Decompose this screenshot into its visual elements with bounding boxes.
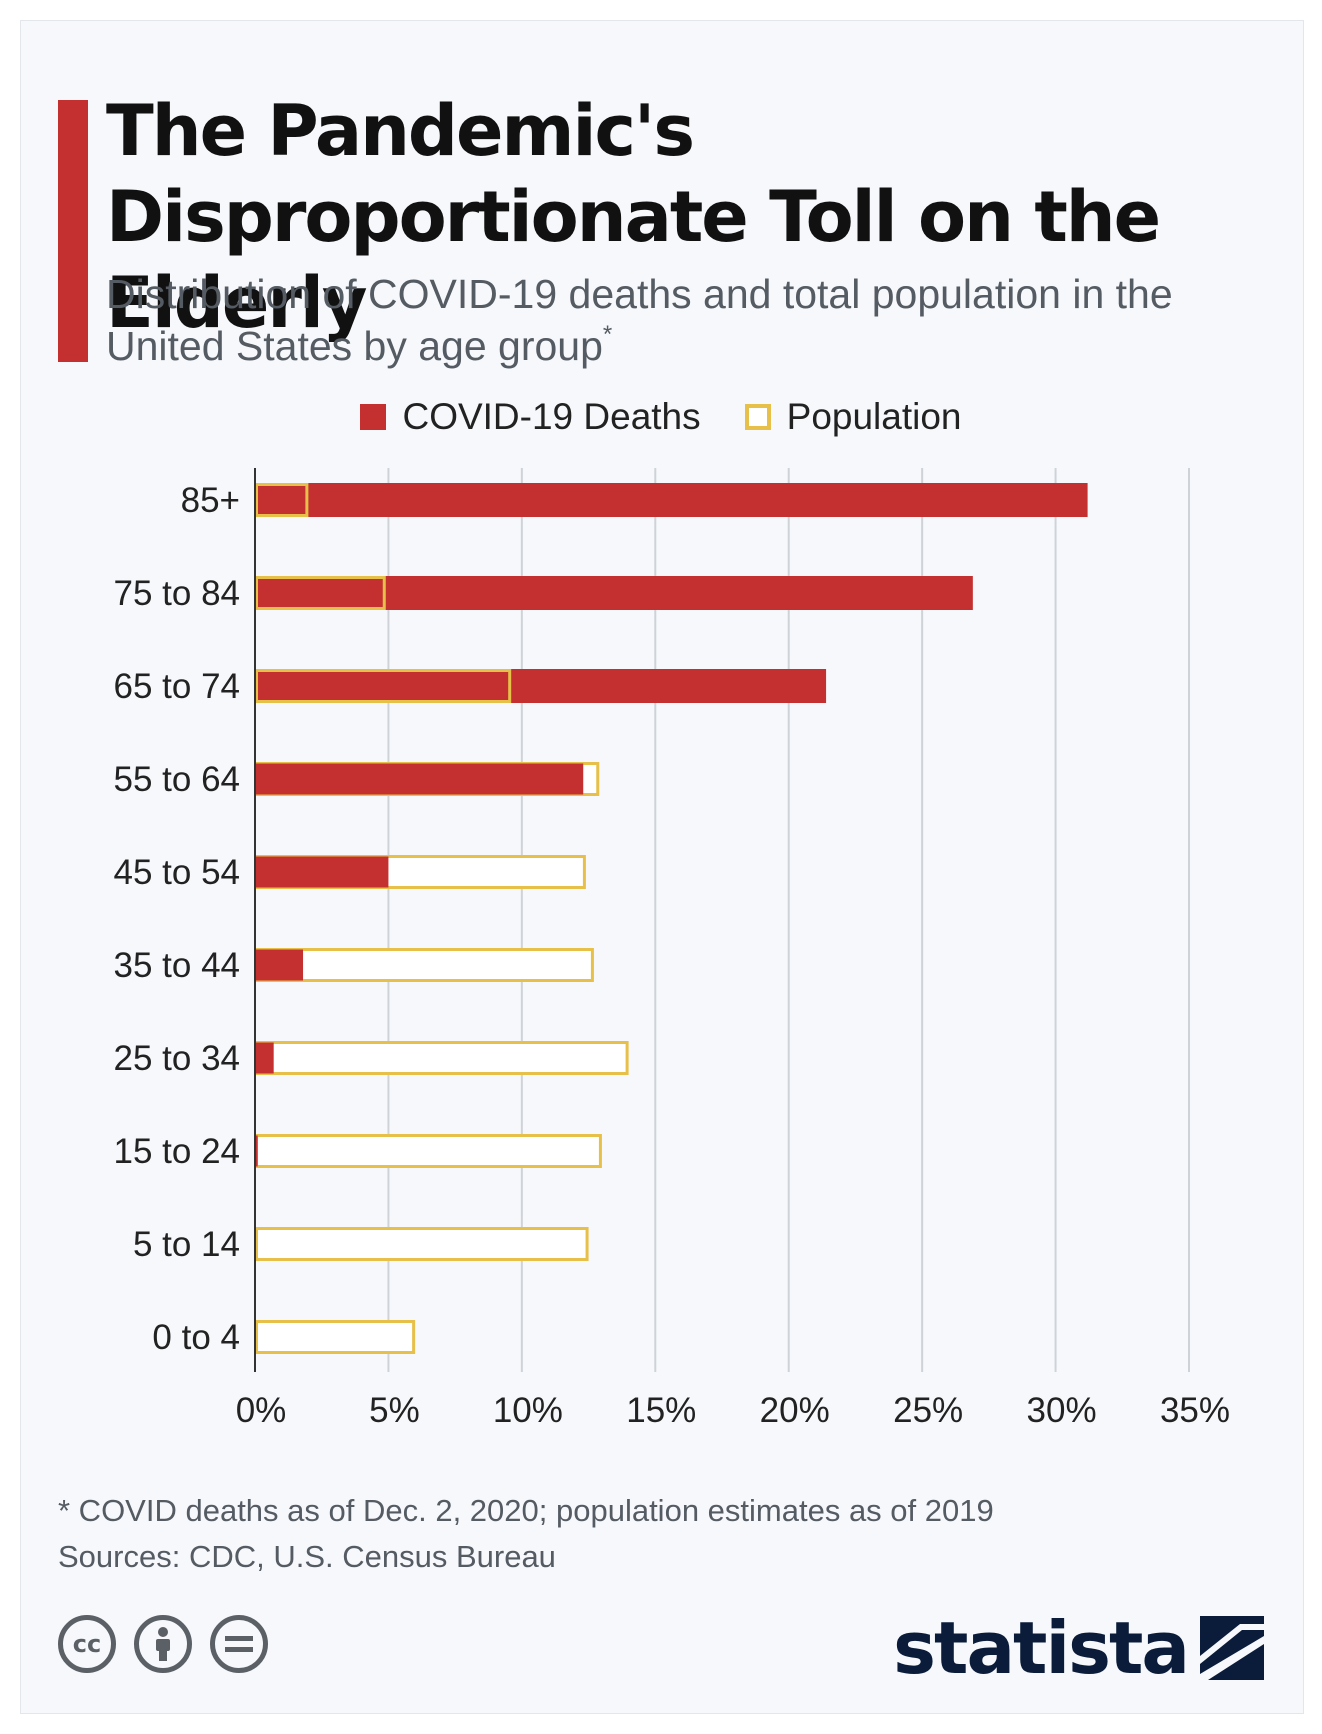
statista-logo: statista xyxy=(893,1612,1264,1684)
bar-population xyxy=(255,948,594,982)
x-tick-label: 30% xyxy=(1027,1391,1097,1430)
bar-population xyxy=(255,1041,629,1075)
chart-card xyxy=(20,20,1304,1714)
bar-population xyxy=(255,1320,416,1354)
bar-chart: 0% 5% 10% 15% 20% 25% 30% 35% 85+ 75 to 84 65 to 7… xyxy=(114,468,1230,1430)
legend-item-population: Population xyxy=(744,396,962,438)
bar-deaths xyxy=(255,949,304,981)
y-category-label: 15 to 24 xyxy=(114,1132,241,1171)
x-tick-label: 10% xyxy=(493,1391,563,1430)
bar-deaths xyxy=(255,576,973,610)
title-accent-bar xyxy=(58,100,88,362)
bar-population xyxy=(255,669,512,703)
x-tick-label: 25% xyxy=(893,1391,963,1430)
x-tick-label: 0% xyxy=(236,1391,287,1430)
y-category-label: 0 to 4 xyxy=(152,1318,240,1357)
y-category-label: 75 to 84 xyxy=(114,574,241,613)
x-tick-label: 35% xyxy=(1160,1391,1230,1430)
y-category-label: 65 to 74 xyxy=(114,667,241,706)
y-category-label: 35 to 44 xyxy=(114,946,241,985)
legend-label-deaths: COVID-19 Deaths xyxy=(402,396,701,437)
chart-footnote: * COVID deaths as of Dec. 2, 2020; popul… xyxy=(58,1488,1258,1580)
chart-legend: COVID-19 Deaths Population xyxy=(0,396,1322,438)
subtitle-text: Distribution of COVID-19 deaths and tota… xyxy=(106,271,1173,369)
chart-title: The Pandemic's Disproportionate Toll on … xyxy=(106,90,1161,344)
nd-icon xyxy=(210,1615,268,1673)
subtitle-footnote-marker: * xyxy=(602,321,613,348)
bar-deaths xyxy=(255,669,827,703)
y-category-label: 85+ xyxy=(181,481,240,520)
legend-label-population: Population xyxy=(786,396,962,437)
y-category-label: 5 to 14 xyxy=(133,1225,240,1264)
bar-deaths xyxy=(255,1042,274,1074)
y-category-label: 55 to 64 xyxy=(114,760,241,799)
x-tick-label: 5% xyxy=(369,1391,420,1430)
bar-population xyxy=(255,1227,589,1261)
cc-icon: cc xyxy=(58,1615,116,1673)
footnote-note: * COVID deaths as of Dec. 2, 2020; popul… xyxy=(58,1493,994,1528)
bar-deaths xyxy=(255,1135,258,1167)
bar-deaths xyxy=(255,763,584,795)
bar-population xyxy=(255,483,309,517)
logo-text: statista xyxy=(893,1606,1190,1690)
legend-item-deaths: COVID-19 Deaths xyxy=(360,396,701,438)
bar-population xyxy=(255,1134,602,1168)
legend-swatch-deaths xyxy=(360,404,387,430)
bar-deaths xyxy=(255,856,389,888)
statista-mark-icon xyxy=(1200,1616,1264,1680)
y-category-label: 25 to 34 xyxy=(114,1039,241,1078)
legend-swatch-population xyxy=(744,404,771,430)
x-tick-label: 15% xyxy=(626,1391,696,1430)
by-icon xyxy=(134,1615,192,1673)
footnote-sources: Sources: CDC, U.S. Census Bureau xyxy=(58,1539,556,1574)
license-icons: cc xyxy=(58,1615,286,1673)
x-tick-label: 20% xyxy=(760,1391,830,1430)
y-category-label: 45 to 54 xyxy=(114,853,241,892)
chart-subtitle: Distribution of COVID-19 deaths and tota… xyxy=(106,268,1286,372)
bar-population xyxy=(255,576,386,610)
bar-deaths xyxy=(255,483,1088,517)
